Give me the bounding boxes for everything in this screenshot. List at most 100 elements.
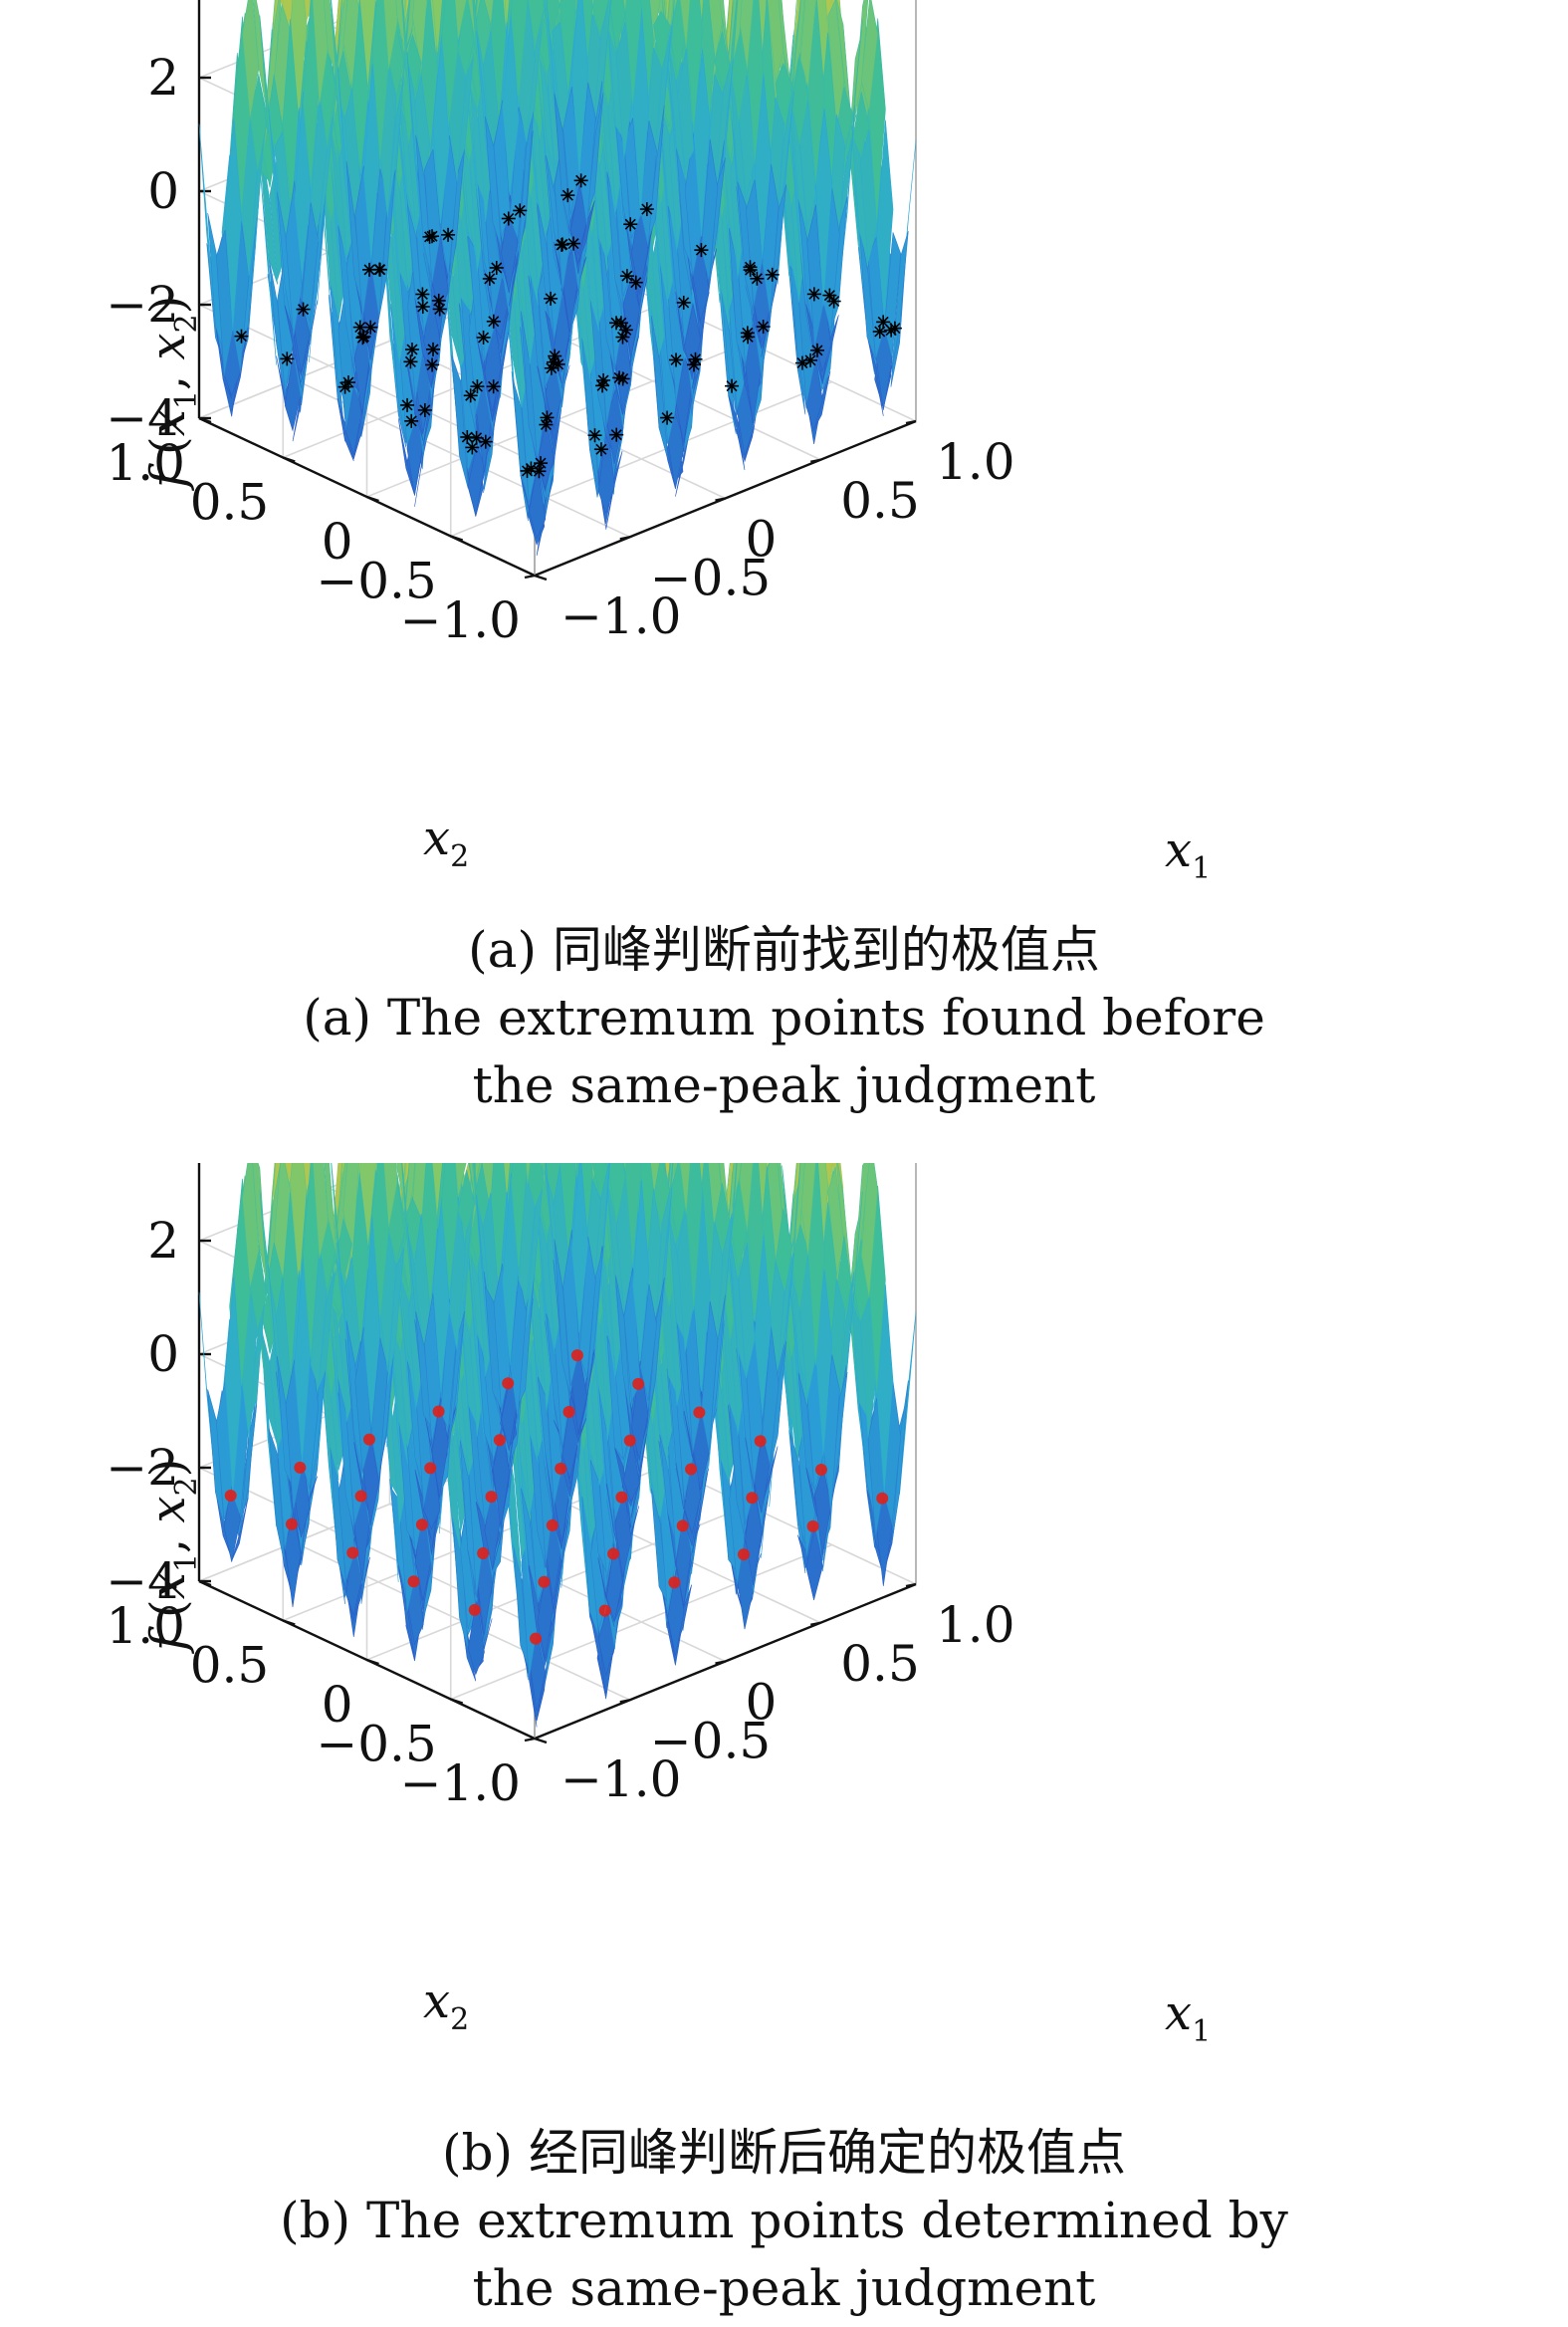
x1-tick-label: −1.0 <box>560 587 681 645</box>
extremum-marker <box>354 1490 367 1503</box>
surface-patch <box>538 39 556 173</box>
surface-patch <box>821 315 839 384</box>
surface-patch <box>293 300 311 372</box>
surface-patch <box>395 0 407 55</box>
extremum-marker <box>502 1377 515 1390</box>
surface-patch <box>578 82 596 226</box>
surface-patch <box>679 1163 691 1215</box>
z-tick-label: −2 <box>106 1439 179 1497</box>
caption-a: (a) 同峰判断前找到的极值点 (a) The extremum points … <box>0 916 1568 1119</box>
extremum-marker <box>876 1492 889 1505</box>
extremum-marker <box>486 379 501 394</box>
extremum-marker <box>426 342 441 356</box>
surface-patch <box>614 1447 632 1527</box>
surface-patch <box>313 1163 329 1260</box>
extremum-marker <box>623 217 638 232</box>
extremum-marker <box>532 464 547 479</box>
extremum-marker <box>806 1519 819 1532</box>
extremum-marker <box>482 271 497 286</box>
z-tick-label: 0 <box>147 1325 179 1383</box>
surface-patch <box>318 1271 336 1389</box>
surface-patch <box>676 148 694 270</box>
x2-tick-label: 0.5 <box>190 1637 270 1695</box>
surface-patch <box>472 0 485 132</box>
surface-patch <box>309 1364 327 1489</box>
x1-tick-mark <box>905 1582 917 1588</box>
extremum-marker <box>822 288 837 303</box>
surface-patch <box>198 123 216 322</box>
extremum-marker <box>415 300 430 315</box>
surface-patch <box>345 1320 363 1474</box>
x1-tick-label: −0.5 <box>650 549 771 606</box>
surface-patch <box>669 1163 687 1240</box>
extremum-marker <box>432 1405 445 1418</box>
x2-tick-mark <box>366 1658 379 1666</box>
surface-patch <box>207 212 225 353</box>
surface-patch <box>608 1163 626 1225</box>
extremum-marker <box>725 378 740 393</box>
surface-patch <box>866 335 884 416</box>
surface-patch <box>624 0 642 106</box>
surface-patch <box>387 1248 405 1385</box>
surface-patch <box>792 0 805 88</box>
surface-patch <box>341 1163 344 1173</box>
surface-patch <box>224 1276 242 1498</box>
extremum-marker <box>687 357 702 372</box>
surface-patch <box>526 15 544 138</box>
extremum-marker <box>285 1517 298 1530</box>
surface-patch <box>268 256 286 397</box>
surface-patch <box>562 1230 580 1387</box>
x1-tick-label: 0.5 <box>840 472 920 530</box>
extremum-marker <box>570 1349 583 1362</box>
extremum-marker <box>693 1406 706 1419</box>
surface-patch <box>860 1163 879 1299</box>
surface-patch <box>345 160 363 310</box>
surface-patch <box>632 1179 650 1361</box>
surface-patch <box>415 134 433 280</box>
extremum-marker <box>400 397 415 412</box>
x1-tick-label: 1.0 <box>936 433 1015 491</box>
extremum-marker <box>566 236 581 251</box>
surface-patch <box>545 1163 555 1262</box>
x1-tick-mark <box>715 497 726 502</box>
surface-patch <box>521 1488 539 1600</box>
surface-patch <box>623 117 641 239</box>
x1-tick-mark <box>619 536 630 541</box>
tick-labels: −4−20246−1.0−0.500.51.0−1.0−0.500.51.0x1… <box>106 1212 1211 2049</box>
x1-tick-mark <box>810 458 821 463</box>
extremum-marker <box>493 1434 506 1447</box>
caption-a-en-line2: the same-peak judgment <box>472 1056 1096 1114</box>
z-tick-label: −2 <box>106 276 179 334</box>
surface-patch <box>371 1163 389 1321</box>
surface-patch <box>586 92 604 217</box>
extremum-marker <box>676 1519 689 1532</box>
surface-patch <box>242 1163 260 1287</box>
extremum-marker <box>540 410 555 425</box>
x2-axis-label: x2 <box>423 1974 469 2037</box>
surface-patch <box>876 119 894 323</box>
surface-patch <box>509 107 528 239</box>
extremum-marker <box>639 202 654 217</box>
surface-patch <box>720 282 738 414</box>
surface-patch <box>798 101 816 226</box>
z-tick-label: −4 <box>106 1552 179 1610</box>
x1-tick-mark <box>905 419 917 425</box>
surface-patch <box>512 378 530 507</box>
extremum-marker <box>765 267 780 282</box>
surface-patch <box>685 0 703 132</box>
surface-patch <box>252 1163 268 1288</box>
surface-patch <box>259 1189 277 1362</box>
z-tick-label: 0 <box>147 162 179 220</box>
surface-patch <box>728 394 746 471</box>
surface-patch <box>807 1163 825 1366</box>
surface-patch <box>830 1371 848 1506</box>
x2-tick-label: −1.0 <box>400 1754 521 1812</box>
surface-patch <box>762 163 780 318</box>
surface-patch <box>241 120 259 276</box>
extremum-marker <box>876 315 891 330</box>
extremum-marker <box>460 429 475 444</box>
extremum-marker <box>280 351 295 366</box>
surface-patch <box>853 0 869 119</box>
surface-patch <box>859 226 876 360</box>
extremum-marker <box>619 269 634 284</box>
